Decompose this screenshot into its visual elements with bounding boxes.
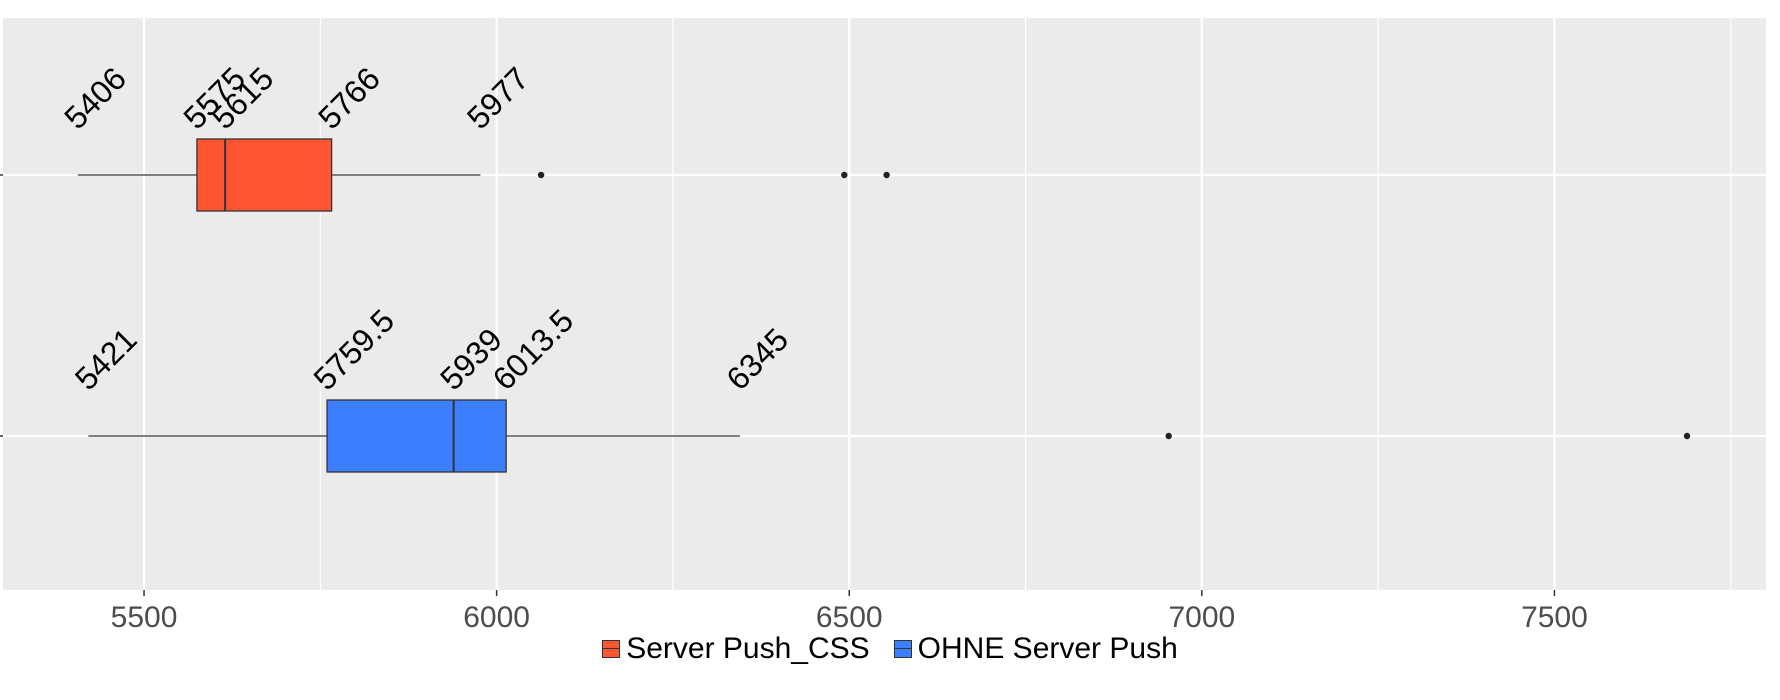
legend: Server Push_CSS OHNE Server Push xyxy=(0,632,1780,666)
legend-label-server-push-css: Server Push_CSS xyxy=(626,632,870,665)
outlier-point xyxy=(883,171,890,179)
x-tick-label: 7500 xyxy=(1521,601,1588,634)
x-tick-label: 7000 xyxy=(1168,601,1235,634)
outlier-point xyxy=(537,171,545,179)
x-tick-label: 6500 xyxy=(816,601,883,634)
box-server-push-css xyxy=(196,138,333,212)
outlier-point xyxy=(841,171,848,179)
outlier-point xyxy=(1683,432,1691,440)
legend-item-ohne-server-push: OHNE Server Push xyxy=(893,632,1178,666)
box-ohne-server-push xyxy=(326,399,507,473)
legend-key-ohne-server-push xyxy=(893,640,912,658)
x-tick-label: 5500 xyxy=(111,601,178,634)
outlier-point xyxy=(1165,432,1172,440)
legend-key-server-push-css xyxy=(602,640,621,658)
legend-label-ohne-server-push: OHNE Server Push xyxy=(917,632,1178,665)
x-tick-label: 6000 xyxy=(463,601,530,634)
plot-panel xyxy=(3,18,1766,590)
legend-item-server-push-css: Server Push_CSS xyxy=(602,632,870,666)
